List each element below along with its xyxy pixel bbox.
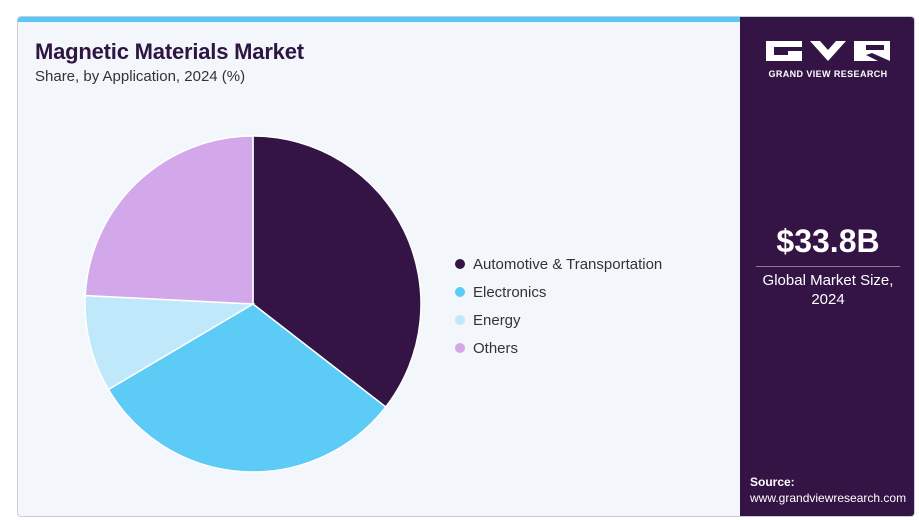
pie-slice-energy (84, 294, 256, 391)
chart-legend: Automotive & Transportation Electronics En… (455, 250, 662, 362)
chart-title: Magnetic Materials Market (35, 39, 304, 64)
logo-mark-icon (766, 41, 890, 61)
source-label: Source: (750, 475, 795, 489)
legend-item: Energy (455, 306, 662, 334)
logo-g-icon (766, 41, 802, 61)
legend-swatch (455, 315, 465, 325)
market-size-value: $33.8B (776, 223, 880, 259)
legend-swatch (455, 259, 465, 269)
legend-swatch (455, 287, 465, 297)
logo-v-icon (810, 41, 846, 61)
pie-slice-electronics (107, 303, 387, 473)
legend-label: Electronics (473, 283, 547, 301)
pie-slice-automotive-transportation (252, 135, 422, 409)
chart-subtitle: Share, by Application, 2024 (%) (35, 68, 246, 85)
source-url: www.grandviewresearch.com (750, 491, 907, 505)
brand-name: GRAND VIEW RESEARCH (768, 69, 888, 79)
pie-chart (84, 135, 422, 473)
divider (756, 266, 900, 267)
logo-r-icon (854, 41, 890, 61)
legend-label: Others (473, 339, 519, 357)
brand-logo: GRAND VIEW RESEARCH (766, 41, 890, 79)
market-size-label: Global Market Size, 2024 (762, 272, 894, 308)
chart-card: Magnetic Materials Market Share, by Appl… (17, 16, 915, 517)
accent-strip (18, 17, 740, 22)
legend-label: Automotive & Transportation (473, 255, 663, 273)
legend-item: Automotive & Transportation (455, 250, 662, 278)
legend-item: Electronics (455, 278, 662, 306)
legend-item: Others (455, 334, 662, 362)
legend-swatch (455, 343, 465, 353)
legend-label: Energy (473, 311, 521, 329)
pie-slice-others (84, 135, 254, 305)
sidebar-panel: GRAND VIEW RESEARCH $33.8B Global Market… (740, 17, 914, 516)
